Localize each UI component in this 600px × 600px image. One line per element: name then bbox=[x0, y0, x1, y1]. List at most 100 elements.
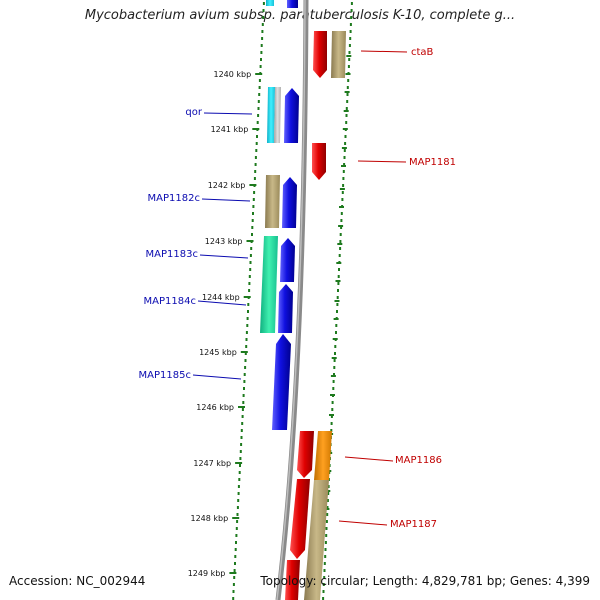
guide-dot bbox=[239, 457, 242, 460]
guide-dot bbox=[325, 520, 328, 523]
guide-dot bbox=[262, 16, 265, 19]
kbp-label: 1246 kbp bbox=[196, 403, 234, 412]
gene-MAP1184c bbox=[278, 284, 293, 333]
minor-tick bbox=[343, 110, 349, 112]
major-tick bbox=[240, 351, 248, 353]
guide-dot bbox=[245, 338, 248, 341]
guide-dot bbox=[258, 79, 261, 82]
guide-dot bbox=[341, 191, 344, 194]
guide-dot bbox=[256, 121, 259, 124]
guide-dot bbox=[244, 359, 247, 362]
guide-dot bbox=[247, 310, 249, 313]
minor-tick bbox=[329, 414, 334, 416]
gene-ctaB bbox=[313, 31, 327, 78]
guide-dot bbox=[332, 387, 335, 390]
guide-dot bbox=[336, 296, 339, 299]
guide-dot bbox=[338, 268, 340, 271]
minor-tick bbox=[331, 357, 337, 359]
guide-dot bbox=[330, 429, 333, 432]
minor-tick bbox=[330, 394, 335, 396]
kbp-ticks: 1240 kbp 1241 kbp 1242 kbp 1243 kbp 1244 kbp… bbox=[188, 70, 263, 578]
guide-dot bbox=[348, 51, 351, 54]
guide-dot bbox=[261, 37, 264, 40]
guide-dot bbox=[255, 142, 258, 145]
guide-dot bbox=[322, 597, 325, 600]
guide-dot bbox=[349, 37, 352, 40]
cog-qor-cyan bbox=[267, 87, 275, 143]
guide-dot bbox=[235, 541, 237, 544]
minor-tick bbox=[324, 508, 330, 510]
guide-dot bbox=[235, 527, 238, 530]
guide-dot bbox=[234, 555, 237, 558]
guide-dot bbox=[338, 254, 341, 257]
guide-dot bbox=[246, 317, 249, 320]
label-MAP1186: MAP1186 bbox=[395, 455, 442, 466]
guide-dot bbox=[335, 324, 338, 327]
minor-tick bbox=[345, 73, 351, 75]
guide-dot bbox=[339, 247, 342, 250]
map-title: Mycobacterium avium subsp. paratuberculo… bbox=[84, 8, 516, 23]
kbp-label: 1242 kbp bbox=[208, 181, 246, 190]
gene-top-cyan bbox=[266, 0, 274, 6]
guide-dot bbox=[326, 506, 329, 509]
guide-dot bbox=[239, 450, 242, 453]
guide-dot bbox=[248, 289, 251, 292]
major-tick bbox=[235, 462, 243, 464]
guide-dot bbox=[241, 422, 244, 425]
minor-tick bbox=[337, 243, 343, 245]
guide-dot bbox=[249, 254, 252, 257]
kbp-label: 1249 kbp bbox=[188, 569, 226, 578]
guide-dot bbox=[236, 506, 239, 509]
cog-ctaB bbox=[331, 31, 346, 78]
guide-dot bbox=[253, 177, 256, 180]
kbp-label: 1247 kbp bbox=[193, 459, 231, 468]
topology-text: Topology: circular; Length: 4,829,781 bp… bbox=[260, 574, 590, 588]
major-tick bbox=[252, 128, 260, 130]
guide-dot bbox=[346, 100, 349, 103]
gene-top-blue bbox=[287, 0, 298, 8]
guide-dot bbox=[234, 548, 237, 551]
guide-dot bbox=[258, 93, 261, 96]
guide-dot bbox=[339, 233, 342, 236]
accession-text: Accession: NC_002944 bbox=[9, 574, 146, 588]
backbone-highlight bbox=[276, 0, 306, 600]
guide-dot bbox=[236, 513, 239, 516]
guide-dot bbox=[344, 135, 347, 138]
guide-dot bbox=[348, 58, 351, 61]
guide-dot bbox=[233, 576, 236, 579]
minor-tick bbox=[334, 300, 340, 302]
major-tick bbox=[229, 572, 237, 574]
guide-dot bbox=[252, 212, 254, 215]
gene-MAP1186 bbox=[297, 431, 314, 478]
guide-dot bbox=[346, 93, 349, 96]
guide-dot bbox=[240, 429, 243, 432]
guide-dot bbox=[254, 156, 257, 159]
guide-dot bbox=[261, 30, 264, 33]
guide-dot bbox=[334, 345, 337, 348]
guide-dot bbox=[244, 352, 247, 355]
guide-dot bbox=[323, 576, 326, 579]
kbp-label: 1243 kbp bbox=[205, 237, 243, 246]
guide-dot bbox=[262, 9, 265, 12]
guide-dot bbox=[327, 485, 330, 488]
guide-dot bbox=[254, 163, 257, 166]
label-ctaB: ctaB bbox=[411, 47, 434, 58]
guide-dot bbox=[334, 352, 336, 355]
guide-dot bbox=[237, 492, 240, 495]
guide-dot bbox=[330, 422, 333, 425]
cog-MAP1182c bbox=[265, 175, 280, 228]
guide-dot bbox=[248, 275, 251, 278]
guide-dot bbox=[256, 135, 258, 138]
guide-dot bbox=[237, 499, 240, 502]
guide-dot bbox=[336, 310, 338, 313]
minor-tick bbox=[335, 280, 341, 282]
label-MAP1184c: MAP1184c bbox=[144, 296, 196, 307]
minor-tick bbox=[342, 128, 348, 130]
guide-dot bbox=[251, 226, 254, 229]
guide-dot bbox=[326, 513, 329, 516]
cog-MAP1186 bbox=[314, 431, 332, 480]
label-MAP1183c: MAP1183c bbox=[146, 249, 198, 260]
guide-dot bbox=[346, 86, 349, 89]
